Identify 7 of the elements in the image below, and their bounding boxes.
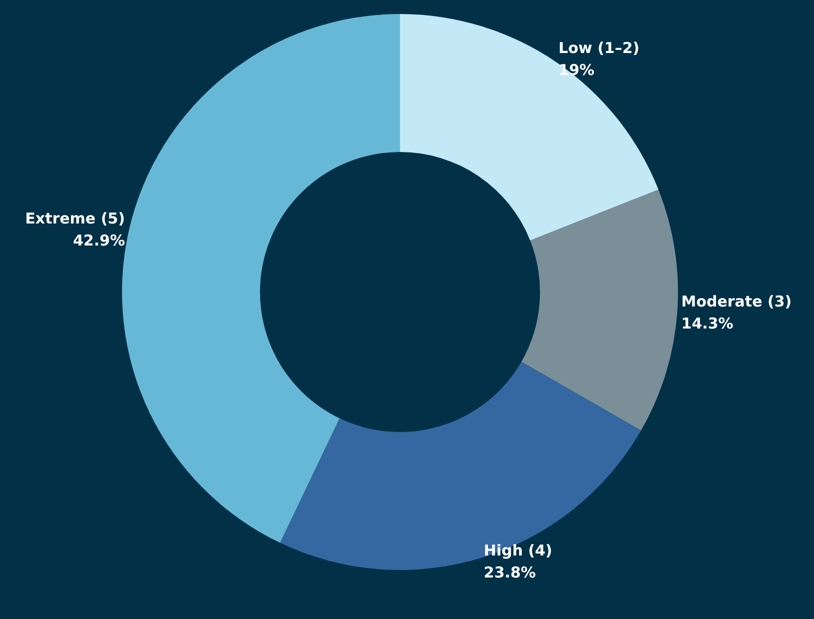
slice-label: High (4) [484,541,552,560]
slice-label: Extreme (5) [25,210,125,228]
data-label: 23.8% [484,563,536,582]
slice-label: Low (1–2) [558,38,640,57]
data-label: 14.3% [681,314,734,332]
slice-label: Moderate (3) [681,292,792,310]
data-label: 42.9% [72,232,125,250]
